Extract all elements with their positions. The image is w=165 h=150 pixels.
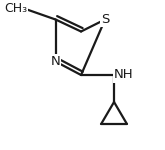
Text: N: N [51,55,60,68]
Text: S: S [101,13,109,26]
Text: NH: NH [114,69,134,81]
Text: CH₃: CH₃ [4,3,27,15]
